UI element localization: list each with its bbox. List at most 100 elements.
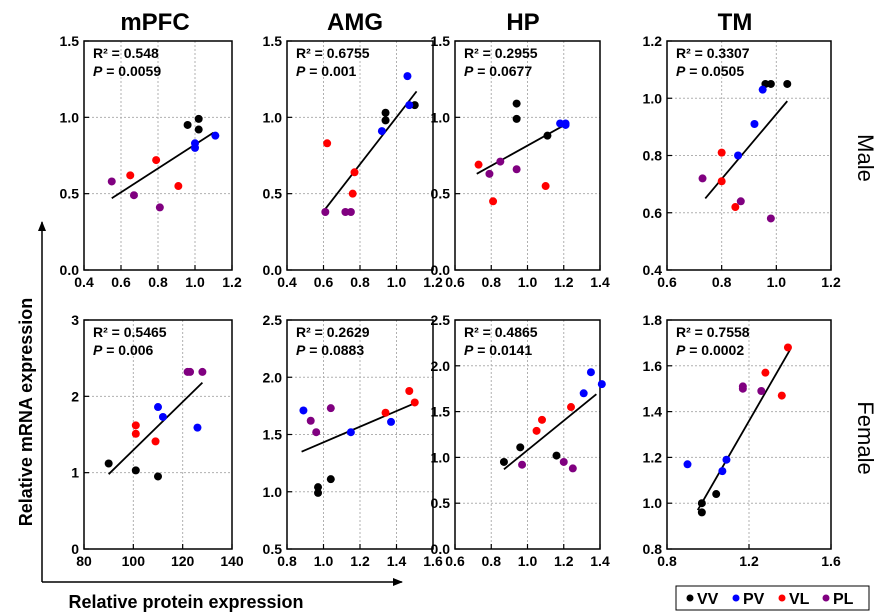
legend-label-pl: PL	[833, 591, 854, 608]
legend-marker-pl	[822, 594, 830, 602]
x-tick-label: 1.0	[518, 553, 538, 569]
x-tick-label: 1.0	[518, 274, 538, 290]
data-point-pv	[154, 403, 162, 412]
data-point-vv	[552, 451, 561, 460]
data-point-pv	[750, 120, 759, 129]
y-tick-label: 0.5	[431, 495, 451, 511]
data-point-vl	[783, 343, 792, 352]
data-point-vl	[323, 139, 332, 148]
y-tick-label: 1.0	[263, 109, 283, 125]
y-tick-label: 0.5	[431, 186, 451, 202]
x-tick-label: 1.4	[590, 553, 610, 569]
data-point-pv	[586, 368, 595, 377]
p-value: = 0.0059	[102, 63, 161, 79]
x-tick-label: 0.4	[277, 274, 297, 290]
data-point-vl	[131, 421, 140, 430]
y-tick-label: 0.0	[263, 262, 283, 278]
x-tick-label: 0.6	[445, 553, 465, 569]
scatter-panel-tm-male: 0.6 0.8 1.0 1.20.40.60.81.01.2R² = 0.3307P …	[643, 33, 841, 290]
trend-line	[704, 100, 788, 200]
x-tick-label: 0.8	[657, 553, 677, 569]
r-squared-label: R² = 0.2629	[296, 324, 370, 340]
y-tick-label: 1.0	[431, 109, 451, 125]
scatter-panel-amg-female: 0.8 1.0 1.2 1.4 1.6 0.5 1.0 1.5 2.0 2.5 R² = 0.262…	[263, 312, 443, 569]
data-point-vv	[512, 99, 521, 108]
y-tick-label: 1.5	[431, 404, 451, 420]
r-squared-label: R² = 0.4865	[464, 324, 538, 340]
scatter-panel-mpfc-male: 0.4 0.6 0.8 1.0 1.2 0.0 0.5 1.0 1.5 R² = 0.548 P =…	[60, 33, 242, 290]
data-point-vv	[712, 490, 721, 499]
p-value-label: P = 0.0002	[676, 342, 744, 358]
x-tick-label: 100	[122, 553, 146, 569]
x-tick-label: 0.4	[74, 274, 94, 290]
data-point-vv	[326, 475, 335, 484]
data-point-pv	[683, 460, 692, 469]
data-point-vv	[697, 499, 706, 508]
data-point-pv	[211, 131, 220, 140]
y-tick-label: 0.8	[643, 148, 663, 164]
data-point-pl	[341, 207, 350, 216]
data-point-pv	[579, 389, 588, 398]
x-tick-label: 0.8	[482, 553, 502, 569]
legend-label-vv: VV	[697, 591, 719, 608]
x-tick-label: 1.4	[387, 553, 407, 569]
y-tick-label: 1.6	[643, 358, 663, 374]
data-point-pl	[321, 207, 330, 216]
y-tick-label: 0.4	[643, 262, 663, 278]
column-titles: mPFC AMG HP TM	[120, 9, 752, 36]
data-point-vv	[314, 483, 323, 492]
data-point-vl	[717, 177, 726, 186]
legend-label-pv: PV	[743, 591, 765, 608]
data-point-vv	[381, 116, 390, 125]
data-point-vl	[474, 160, 483, 169]
data-point-pl	[306, 416, 315, 425]
y-tick-label: 1.0	[60, 109, 80, 125]
p-value-label: P = 0.0141	[464, 342, 532, 358]
y-tick-label: 0	[71, 541, 79, 557]
r-squared-label: R² = 0.548	[93, 45, 159, 61]
r-squared-label: R² = 0.2955	[464, 45, 538, 61]
p-symbol: P	[464, 63, 474, 79]
data-point-vv	[512, 114, 521, 123]
scatter-panel-tm-female: 0.8 1.2 1.6 0.8 1.0 1.2 1.4 1.6 1.8 R² = 0.7558 P …	[643, 312, 841, 569]
p-value: = 0.0677	[473, 63, 532, 79]
y-tick-label: 0.5	[263, 186, 283, 202]
data-point-vl	[381, 408, 390, 417]
data-point-vv	[381, 108, 390, 117]
y-tick-label: 1.5	[60, 33, 80, 49]
x-tick-label: 0.6	[111, 274, 131, 290]
p-value-label: P = 0.0883	[296, 342, 364, 358]
x-tick-label: 0.6	[445, 274, 465, 290]
x-tick-label: 80	[76, 553, 92, 569]
column-title-amg: AMG	[327, 9, 383, 36]
y-tick-label: 1.8	[643, 312, 663, 328]
data-point-pv	[722, 455, 731, 464]
x-tick-label: 1.2	[739, 553, 759, 569]
data-point-pl	[312, 428, 321, 437]
data-point-vl	[777, 391, 786, 400]
data-point-pv	[193, 423, 202, 432]
x-tick-label: 1.2	[554, 553, 574, 569]
r-squared-label: R² = 0.6755	[296, 45, 370, 61]
data-point-vv	[194, 114, 203, 123]
legend-marker-pv	[732, 594, 740, 602]
data-point-pv	[758, 85, 767, 94]
data-point-pl	[107, 177, 116, 186]
legend: VV PV VL PL	[675, 585, 870, 611]
x-tick-label: 120	[171, 553, 195, 569]
p-value: = 0.006	[102, 342, 153, 358]
y-tick-label: 1.0	[643, 90, 663, 106]
p-symbol: P	[464, 342, 474, 358]
p-value: = 0.0002	[685, 342, 744, 358]
x-tick-label: 0.8	[350, 274, 370, 290]
data-point-vl	[567, 403, 575, 412]
data-point-pl	[736, 197, 745, 206]
data-point-vv	[697, 508, 706, 517]
y-tick-label: 1.0	[263, 484, 283, 500]
data-point-vl	[541, 182, 550, 191]
data-point-pv	[718, 467, 727, 476]
p-value: = 0.0141	[473, 342, 532, 358]
scatter-panel-hp-female: 0.6 0.8 1.0 1.2 1.4 0.0 0.5 1.0 1.5 2.0 2.5 R² = 0.…	[431, 312, 610, 569]
y-tick-label: 1.4	[643, 404, 663, 420]
